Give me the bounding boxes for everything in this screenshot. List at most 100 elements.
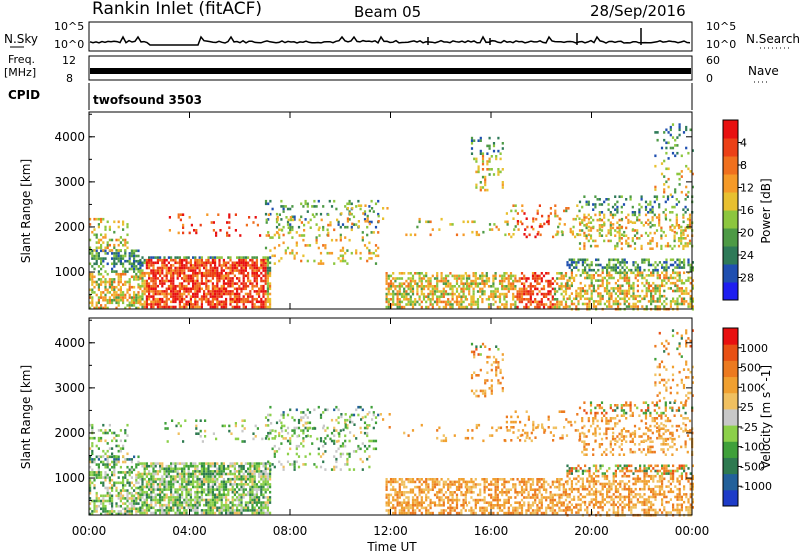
heatmap-cell: [540, 300, 543, 304]
heatmap-cell: [643, 294, 646, 298]
heatmap-cell: [492, 290, 495, 293]
heatmap-cell: [674, 138, 677, 142]
heatmap-cell: [143, 292, 146, 296]
heatmap-cell: [192, 503, 195, 507]
heatmap-cell: [97, 285, 100, 289]
heatmap-cell: [135, 510, 138, 513]
heatmap-cell: [396, 491, 399, 494]
heatmap-cell: [606, 268, 609, 272]
heatmap-cell: [537, 230, 540, 234]
heatmap-cell: [520, 282, 524, 285]
heatmap-cell: [141, 261, 144, 265]
heatmap-cell: [117, 283, 120, 286]
heatmap-cell: [141, 295, 144, 298]
heatmap-cell: [585, 223, 588, 226]
heatmap-cell: [529, 285, 532, 288]
heatmap-cell: [238, 271, 241, 275]
heatmap-cell: [89, 484, 92, 487]
heatmap-cell: [654, 300, 657, 303]
heatmap-cell: [187, 490, 190, 494]
heatmap-cell: [189, 287, 192, 291]
heatmap-cell: [89, 252, 92, 255]
heatmap-cell: [192, 284, 195, 288]
heatmap-cell: [152, 292, 155, 296]
heatmap-cell: [516, 292, 519, 296]
heatmap-cell: [440, 295, 443, 298]
heatmap-cell: [152, 290, 155, 293]
heatmap-cell: [688, 239, 692, 243]
heatmap-cell: [214, 305, 217, 309]
nave-label: Nave: [748, 64, 779, 78]
heatmap-cell: [236, 503, 239, 507]
heatmap-cell: [558, 222, 561, 226]
heatmap-cell: [407, 300, 410, 304]
heatmap-cell: [255, 509, 258, 512]
heatmap-cell: [253, 277, 256, 280]
heatmap-cell: [472, 298, 475, 301]
heatmap-cell: [95, 257, 98, 260]
heatmap-cell: [236, 256, 239, 259]
heatmap-cell: [660, 172, 664, 176]
heatmap-cell: [418, 295, 421, 298]
heatmap-cell: [486, 152, 489, 155]
heatmap-cell: [249, 292, 252, 296]
heatmap-cell: [247, 475, 250, 478]
heatmap-cell: [442, 501, 445, 504]
heatmap-cell: [436, 496, 439, 499]
heatmap-cell: [122, 228, 125, 231]
heatmap-cell: [102, 236, 105, 239]
heatmap-cell: [203, 292, 206, 296]
heatmap-cell: [442, 480, 445, 484]
heatmap-cell: [222, 258, 225, 262]
heatmap-cell: [91, 257, 94, 260]
heatmap-cell: [253, 477, 256, 481]
heatmap-cell: [207, 287, 210, 291]
heatmap-cell: [352, 215, 356, 219]
heatmap-cell: [625, 239, 628, 243]
heatmap-cell: [135, 486, 138, 490]
heatmap-cell: [661, 294, 664, 298]
heatmap-cell: [111, 484, 114, 487]
heatmap-cell: [396, 298, 399, 301]
heatmap-cell: [592, 276, 595, 280]
heatmap-cell: [185, 305, 188, 309]
heatmap-cell: [654, 131, 657, 134]
heatmap-cell: [606, 292, 609, 295]
heatmap-cell: [183, 506, 186, 510]
heatmap-cell: [628, 289, 631, 293]
heatmap-cell: [455, 287, 459, 291]
heatmap-cell: [385, 287, 388, 291]
heatmap-cell: [174, 462, 177, 465]
heatmap-cell: [649, 200, 652, 204]
heatmap-cell: [436, 483, 439, 486]
heatmap-cell: [322, 225, 325, 229]
heatmap-cell: [269, 249, 272, 252]
heatmap-cell: [442, 279, 445, 283]
heatmap-cell: [514, 303, 517, 306]
heatmap-cell: [174, 295, 177, 298]
heatmap-cell: [200, 511, 203, 515]
heatmap-cell: [205, 269, 208, 272]
heatmap-cell: [565, 209, 568, 213]
heatmap-cell: [269, 490, 272, 494]
heatmap-cell: [627, 244, 630, 248]
heatmap-cell: [673, 234, 676, 237]
heatmap-cell: [128, 491, 131, 495]
heatmap-cell: [233, 274, 236, 278]
heatmap-cell: [601, 268, 604, 272]
heatmap-cell: [183, 264, 186, 267]
heatmap-cell: [176, 277, 179, 280]
heatmap-cell: [139, 462, 142, 465]
heatmap-cell: [238, 305, 241, 309]
heatmap-cell: [676, 266, 679, 269]
heatmap-cell: [431, 287, 434, 291]
heatmap-cell: [189, 295, 192, 298]
heatmap-cell: [233, 483, 236, 486]
heatmap-cell: [264, 477, 267, 481]
heatmap-cell: [227, 279, 230, 283]
heatmap-cell: [238, 256, 241, 259]
heatmap-cell: [566, 281, 569, 285]
heatmap-cell: [411, 279, 415, 283]
heatmap-cell: [512, 298, 515, 301]
heatmap-cell: [603, 221, 606, 224]
